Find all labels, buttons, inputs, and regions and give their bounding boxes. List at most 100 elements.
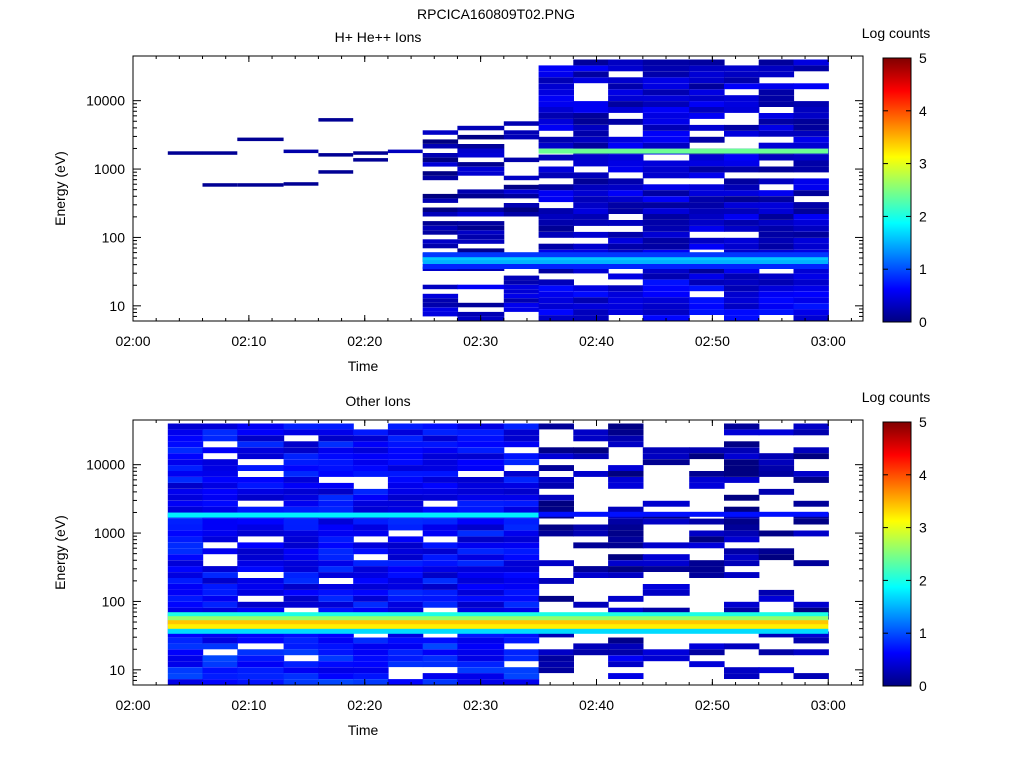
spectrogram-cell <box>573 172 609 179</box>
spectrogram-cell <box>503 595 540 602</box>
spectrogram-cell <box>608 77 644 84</box>
spectrogram-cell <box>608 297 644 304</box>
spectrogram-cell <box>608 673 644 679</box>
y-axis-label: Energy (eV) <box>52 515 68 590</box>
spectrogram-cell <box>793 279 829 286</box>
spectrogram-cell <box>167 429 204 436</box>
spectrogram-cell <box>503 423 540 430</box>
spectrogram-cell <box>608 285 644 292</box>
spectrogram-cell <box>237 637 285 644</box>
spectrogram-cell <box>689 471 725 477</box>
spectrogram-cell <box>318 465 354 471</box>
spectrogram-cell <box>387 465 424 471</box>
spectrogram-cell <box>503 679 540 685</box>
spectrogram-cell <box>689 202 725 208</box>
spectrogram-cell <box>387 506 424 513</box>
spectrogram-cell <box>318 637 354 644</box>
spectrogram-cell <box>422 518 459 525</box>
spectrogram-cell <box>793 285 829 292</box>
spectrogram-cell <box>353 453 389 460</box>
spectrogram-cell <box>608 237 644 244</box>
spectrogram-cell <box>758 273 795 280</box>
spectrogram-cell <box>573 220 609 226</box>
spectrogram-cell <box>724 178 760 185</box>
spectrogram-cell <box>503 189 540 194</box>
spectrogram-cell <box>167 435 204 442</box>
spectrogram-cell <box>422 157 459 163</box>
spectrogram-cell <box>202 435 238 442</box>
spectrogram-cell <box>237 477 285 483</box>
x-tick-label: 02:00 <box>115 697 150 713</box>
spectrogram-cell <box>503 429 540 436</box>
spectrogram-cell <box>573 101 609 107</box>
spectrogram-cell <box>642 655 690 662</box>
spectrogram-cell <box>793 291 829 298</box>
spectrogram-cell <box>689 477 725 483</box>
spectrogram-cell <box>318 459 354 466</box>
spectrogram-cell <box>758 530 795 537</box>
spectrogram-cell <box>724 291 760 298</box>
spectrogram-cell <box>167 459 204 466</box>
spectrogram-cell <box>387 441 424 448</box>
spectrogram-cell <box>202 530 238 537</box>
colorbar-tick-label: 5 <box>919 414 927 430</box>
spectrogram-cell <box>689 309 725 315</box>
spectrogram-cell <box>422 560 459 567</box>
spectrogram-cell <box>573 447 609 454</box>
spectrogram-cell <box>793 273 829 280</box>
spectrogram-cell <box>793 518 829 525</box>
energy-band <box>422 252 829 258</box>
spectrogram-cell <box>237 601 285 608</box>
spectrogram-cell <box>318 679 354 685</box>
spectrogram-cell <box>422 243 459 249</box>
spectrogram-cell <box>457 661 505 668</box>
y-tick-label: 100 <box>102 229 126 245</box>
spectrogram-cell <box>724 279 760 286</box>
spectrogram-cell <box>503 130 540 135</box>
spectrogram-cell <box>724 273 760 280</box>
spectrogram-cell <box>283 548 319 555</box>
spectrogram-cell <box>724 518 760 525</box>
spectrogram-cell <box>283 595 319 602</box>
spectrogram-cell <box>318 542 354 549</box>
spectrogram-cell <box>353 607 389 614</box>
x-tick-label: 02:50 <box>695 333 730 349</box>
spectrogram-cell <box>457 607 505 614</box>
spectrogram-cell <box>689 166 725 173</box>
spectrogram-cell <box>642 172 690 179</box>
spectrogram-cell <box>758 71 795 78</box>
x-tick-label: 02:10 <box>231 697 266 713</box>
spectrogram-cell <box>793 154 829 161</box>
spectrogram-cell <box>503 441 540 448</box>
spectrogram-cell <box>642 142 690 149</box>
spectrogram-cell <box>689 530 725 537</box>
spectrogram-cell <box>608 441 644 448</box>
spectrogram-cell <box>724 196 760 203</box>
colorbar-tick-label: 3 <box>919 156 927 172</box>
spectrogram-cell <box>573 267 609 274</box>
spectrogram-cell <box>758 303 795 310</box>
spectrogram-cell <box>793 136 829 143</box>
x-tick-label: 02:40 <box>579 697 614 713</box>
spectrogram-cell <box>758 118 795 125</box>
spectrogram-cell <box>758 453 795 460</box>
spectrogram-cell <box>283 637 319 644</box>
spectrogram-cell <box>689 453 725 460</box>
spectrogram-cell <box>724 453 760 460</box>
spectrogram-cell <box>387 601 424 608</box>
spectrogram-cell <box>237 530 285 537</box>
count-cell <box>167 151 203 155</box>
spectrogram-cell <box>642 107 690 113</box>
x-tick-label: 02:40 <box>579 333 614 349</box>
spectrogram-cell <box>724 285 760 292</box>
spectrogram-cell <box>353 459 389 466</box>
spectrogram-cell <box>642 303 690 310</box>
x-tick-label: 02:30 <box>463 697 498 713</box>
spectrogram-cell <box>283 560 319 567</box>
spectrogram-cell <box>283 536 319 543</box>
spectrogram-cell <box>538 89 574 96</box>
spectrogram-cell <box>573 231 609 238</box>
spectrogram-cell <box>793 500 829 507</box>
spectrogram-cell <box>793 118 829 125</box>
spectrogram-cell <box>202 506 238 513</box>
